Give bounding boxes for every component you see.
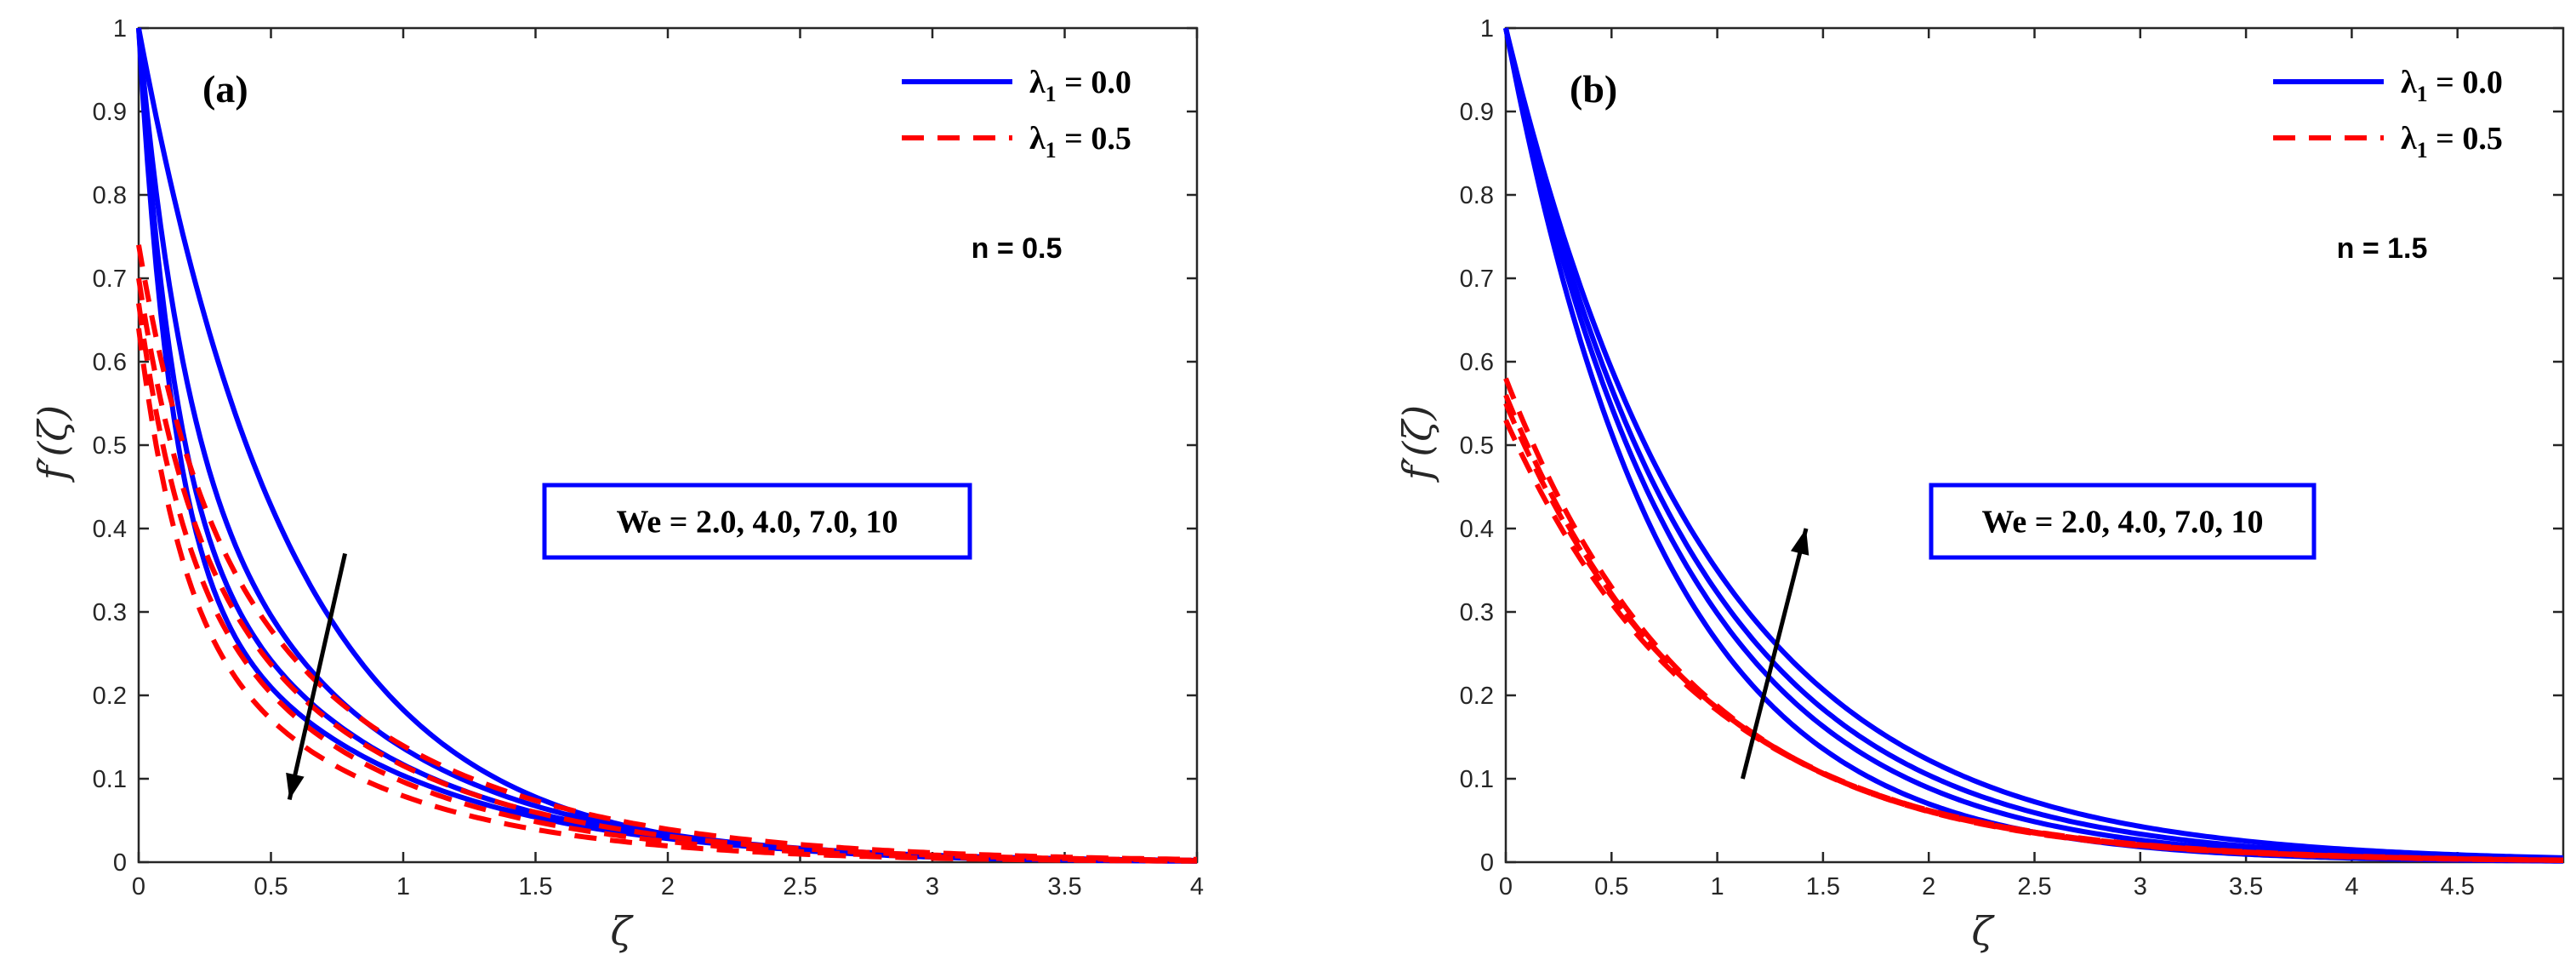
legend-value: = 0.5 <box>1057 121 1131 157</box>
y-tick-label: 0.7 <box>1460 266 1494 293</box>
y-tick-label: 0.4 <box>1460 516 1494 543</box>
y-tick-label: 1 <box>1480 15 1494 43</box>
parameter-annotation: n = 0.5 <box>972 232 1063 265</box>
legend-label: λ1 = 0.5 <box>2401 121 2503 163</box>
legend-symbol: λ <box>2401 65 2417 100</box>
trend-arrow-shaft <box>287 552 348 801</box>
x-tick-label: 4 <box>2345 873 2358 900</box>
y-tick-label: 0.1 <box>93 766 127 793</box>
legend-label: λ1 = 0.5 <box>1029 121 1131 163</box>
y-tick-label: 0.7 <box>93 266 127 293</box>
x-tick-label: 3.5 <box>2229 873 2263 900</box>
y-tick-label: 0.2 <box>1460 683 1494 710</box>
y-tick-label: 0 <box>113 849 127 877</box>
x-tick-label: 4 <box>1190 873 1204 900</box>
x-tick-label: 3.5 <box>1047 873 1081 900</box>
we-values-text: We = 2.0, 4.0, 7.0, 10 <box>1982 505 2264 540</box>
legend-label: λ1 = 0.0 <box>1029 65 1131 106</box>
legend-label: λ1 = 0.0 <box>2401 65 2503 106</box>
x-tick-label: 0.5 <box>254 873 288 900</box>
legend-symbol: λ <box>2401 121 2417 157</box>
x-tick-label: 3 <box>2134 873 2147 900</box>
series-line-8 <box>136 328 1197 864</box>
x-tick-label: 3 <box>926 873 939 900</box>
y-axis-label: f′(ζ) <box>30 405 76 483</box>
trend-arrow-head <box>1790 529 1809 556</box>
x-tick-label: 1 <box>1711 873 1724 900</box>
x-tick-label: 2.5 <box>2017 873 2051 900</box>
series-line-4 <box>1503 27 2564 860</box>
y-tick-label: 0.3 <box>1460 599 1494 626</box>
series-line-6 <box>136 277 1197 863</box>
trend-arrow-head <box>286 772 305 800</box>
legend-subscript: 1 <box>2417 138 2428 163</box>
series-line-7 <box>1503 402 2564 863</box>
y-tick-label: 1 <box>113 15 127 43</box>
x-tick-label: 2.5 <box>783 873 817 900</box>
legend-subscript: 1 <box>1046 82 1057 106</box>
x-tick-label: 0 <box>1499 873 1513 900</box>
chart-panel-a: 0 0.5 1 1.5 2 2.5 3 3.5 4 0 0.1 0.2 0.3 0.4 0.5 0.6 0.7 0… <box>30 15 1204 954</box>
x-tick-label: 4.5 <box>2441 873 2475 900</box>
y-tick-label: 0.1 <box>1460 766 1494 793</box>
x-tick-label: 0 <box>132 873 145 900</box>
we-values-text: We = 2.0, 4.0, 7.0, 10 <box>617 505 898 540</box>
legend-symbol: λ <box>1029 121 1046 157</box>
panel-label: (a) <box>202 67 248 111</box>
trend-arrow-shaft <box>1741 528 1809 780</box>
parameter-annotation: n = 1.5 <box>2337 232 2428 265</box>
legend-symbol: λ <box>1029 65 1046 100</box>
y-tick-label: 0.5 <box>93 432 127 460</box>
legend-subscript: 1 <box>2417 82 2428 106</box>
legend-value: = 0.5 <box>2428 121 2503 157</box>
x-tick-label: 2 <box>661 873 675 900</box>
x-tick-label: 0.5 <box>1594 873 1628 900</box>
y-tick-label: 0.5 <box>1460 432 1494 460</box>
y-tick-label: 0.6 <box>1460 349 1494 376</box>
we-values-box <box>542 483 972 560</box>
y-tick-label: 0.8 <box>1460 182 1494 209</box>
x-tick-label: 1.5 <box>1806 873 1840 900</box>
x-tick-label: 1.5 <box>518 873 552 900</box>
series-line-7 <box>136 302 1198 864</box>
x-axis-label: ζ <box>611 908 635 954</box>
x-tick-label: 2 <box>1922 873 1935 900</box>
y-tick-label: 0.9 <box>1460 99 1494 126</box>
we-values-box <box>1929 483 2317 560</box>
y-tick-label: 0.8 <box>93 182 127 209</box>
y-tick-label: 0.4 <box>93 516 127 543</box>
chart-panel-b: 0 0.5 1 1.5 2 2.5 3 3.5 4 4.5 0 0.1 0.2 0.3 0.4 0.5 0.6 0… <box>1394 15 2565 954</box>
legend-subscript: 1 <box>1046 138 1057 163</box>
x-axis-label: ζ <box>1972 908 1996 954</box>
y-tick-label: 0 <box>1480 849 1494 877</box>
y-tick-label: 0.9 <box>93 99 127 126</box>
y-tick-label: 0.2 <box>93 683 127 710</box>
legend-value: = 0.0 <box>2428 65 2503 100</box>
y-tick-label: 0.6 <box>93 349 127 376</box>
y-axis-label: f′(ζ) <box>1394 405 1440 483</box>
panel-label: (b) <box>1570 67 1617 111</box>
legend-value: = 0.0 <box>1057 65 1131 100</box>
x-tick-label: 1 <box>396 873 410 900</box>
series-line-3 <box>1503 27 2564 862</box>
y-tick-label: 0.3 <box>93 599 127 626</box>
